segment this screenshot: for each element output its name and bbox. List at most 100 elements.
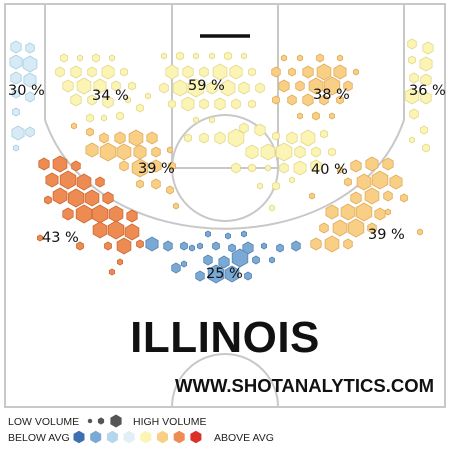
shot-hex: [229, 64, 243, 80]
zone-pct-label: 30 %: [8, 83, 45, 99]
shot-hex: [109, 268, 115, 276]
zone-pct-label: 36 %: [409, 83, 446, 99]
efficiency-swatch: [173, 430, 185, 444]
shot-hex: [255, 82, 265, 94]
efficiency-swatch: [90, 430, 102, 444]
shot-hex: [171, 262, 181, 274]
shot-hex: [104, 241, 112, 251]
shot-hex: [409, 72, 419, 84]
shot-hex: [182, 65, 194, 79]
shot-hex: [382, 157, 394, 171]
shot-hex: [280, 54, 288, 62]
shot-hex: [12, 144, 20, 152]
shot-hex: [102, 95, 114, 109]
shot-hex: [371, 170, 389, 190]
shot-hex: [71, 122, 77, 130]
shot-hex: [128, 129, 144, 147]
shot-hex: [206, 81, 218, 95]
shot-hex: [75, 204, 93, 224]
shot-hex: [136, 239, 144, 249]
shot-hex: [119, 160, 129, 172]
shot-hex: [286, 131, 298, 145]
shot-hex: [312, 111, 320, 121]
shot-hex: [150, 159, 162, 173]
shot-hex: [224, 265, 240, 283]
shot-hex: [389, 174, 403, 190]
shot-hex: [180, 241, 188, 251]
shot-hex: [133, 144, 147, 160]
shot-hex: [336, 166, 344, 174]
shot-hex: [316, 63, 332, 81]
shot-hex: [25, 42, 35, 54]
shot-hex: [252, 255, 260, 265]
shot-hex: [260, 242, 268, 250]
shot-hex: [343, 80, 353, 92]
shot-hex: [62, 207, 74, 221]
shot-hex: [85, 142, 99, 158]
shot-hex: [276, 243, 284, 253]
shot-hex: [308, 77, 324, 95]
shot-hex: [145, 236, 159, 252]
shot-hex: [333, 64, 347, 80]
shot-hex: [168, 99, 176, 109]
shot-hex: [12, 89, 20, 99]
shot-hex: [77, 54, 83, 62]
shot-hex: [196, 242, 204, 250]
shot-hex: [87, 66, 97, 78]
shot-hex: [272, 95, 280, 105]
efficiency-swatch: [140, 430, 152, 444]
shot-hex: [10, 40, 22, 54]
shot-hex: [293, 160, 307, 176]
efficiency-swatch: [73, 430, 85, 444]
shot-hex: [144, 92, 152, 100]
shot-hex: [420, 91, 432, 105]
legend-low-volume: LOW VOLUME: [8, 416, 79, 428]
shot-hex: [84, 189, 100, 207]
shot-hex: [287, 94, 297, 106]
zone-pct-label: 43 %: [42, 230, 79, 246]
shot-hex: [408, 55, 416, 65]
court-lines: [4, 3, 446, 408]
shot-hex: [146, 131, 158, 145]
efficiency-swatches: [73, 430, 202, 444]
legend-below-avg: BELOW AVG: [8, 432, 70, 444]
shot-hex: [350, 191, 362, 205]
shot-hex: [187, 78, 205, 98]
shot-hex: [136, 179, 144, 189]
shot-hex: [102, 191, 114, 205]
shot-hex: [240, 230, 248, 238]
efficiency-swatch: [123, 430, 135, 444]
shot-hex: [12, 107, 20, 117]
shot-hex: [163, 240, 173, 252]
shot-hex: [67, 188, 85, 208]
shot-hex: [116, 237, 132, 255]
shot-hex: [117, 258, 123, 266]
shot-hex: [25, 91, 35, 103]
zone-labels: 30 % 34 % 59 % 38 % 36 % 39 % 40 % 43 % 39 % 25 %: [8, 78, 446, 282]
zone-pct-label: 39 %: [138, 161, 175, 177]
shot-hex: [59, 170, 77, 190]
shot-hex: [271, 66, 281, 78]
shot-hex: [288, 67, 296, 77]
shot-hex: [114, 131, 126, 145]
shot-hex: [60, 53, 68, 63]
shot-hex: [268, 256, 276, 264]
shot-hex: [238, 81, 250, 95]
shot-hex: [92, 221, 108, 239]
shot-hex: [231, 248, 249, 268]
shot-hex: [279, 162, 289, 174]
shot-hex: [22, 55, 38, 73]
shot-hex: [76, 241, 84, 251]
efficiency-swatch: [106, 430, 118, 444]
volume-swatch: [110, 414, 122, 428]
shot-hex: [126, 209, 138, 223]
shot-hex: [328, 112, 336, 120]
court-border: [4, 3, 446, 408]
shot-hex: [101, 114, 107, 122]
shot-hex: [224, 232, 232, 240]
shot-hex: [352, 68, 360, 76]
shot-hex: [248, 67, 256, 77]
shot-hex: [86, 127, 94, 137]
shot-hex: [340, 203, 356, 221]
shot-hex: [212, 241, 220, 251]
